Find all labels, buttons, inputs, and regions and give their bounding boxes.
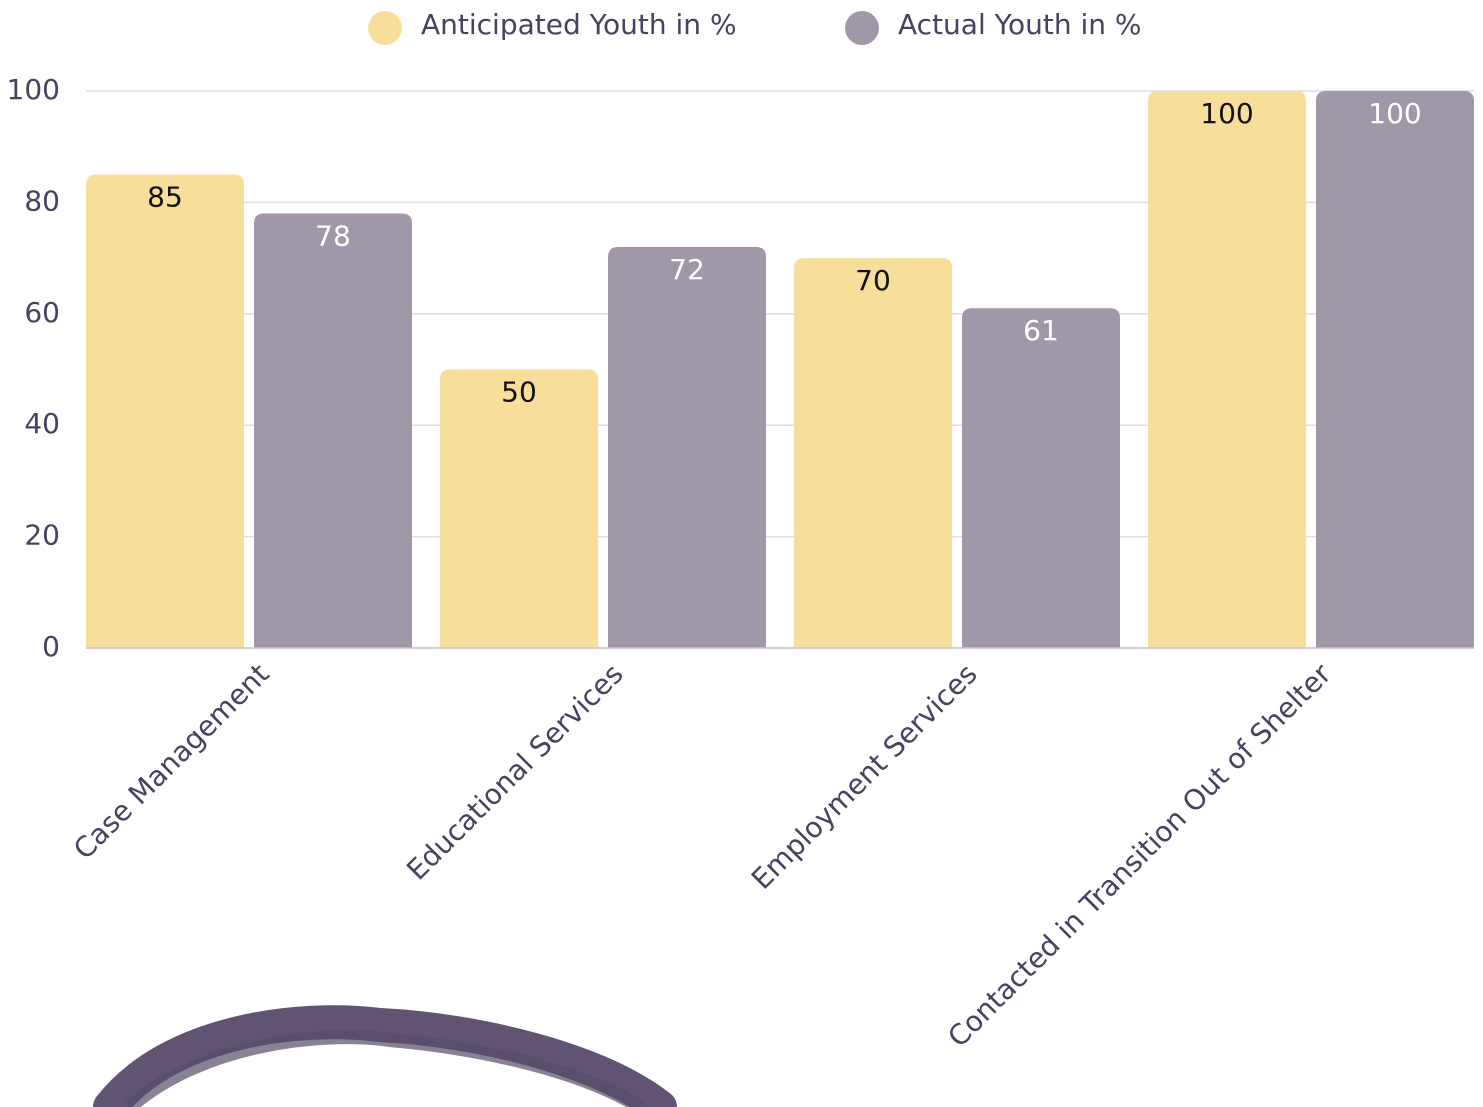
y-tick-label: 60 [24,296,60,329]
legend-label: Anticipated Youth in % [421,8,737,41]
x-tick-label: Case Management [67,657,276,866]
data-label: 100 [1200,97,1253,130]
bar [1316,91,1474,648]
data-label: 61 [1023,314,1059,347]
data-label: 100 [1368,97,1421,130]
x-tick-label: Educational Services [400,657,629,886]
y-tick-label: 100 [7,73,60,106]
legend-label: Actual Youth in % [898,8,1142,41]
bar [608,246,766,648]
bar [962,308,1120,648]
x-tick-label: Employment Services [745,657,984,896]
bar [86,174,244,649]
bar [1148,91,1306,648]
data-label: 50 [501,376,537,409]
decoration [93,1005,677,1107]
bar [254,213,412,649]
y-tick-label: 0 [42,630,60,663]
bar [794,258,952,648]
y-tick-label: 20 [24,519,60,552]
legend-marker [845,11,879,45]
legend-marker [368,11,402,45]
data-label: 72 [669,253,705,286]
y-tick-label: 40 [24,407,60,440]
data-label: 78 [315,220,351,253]
bar [440,369,598,648]
y-tick-label: 80 [24,184,60,217]
data-label: 70 [855,264,891,297]
x-tick-label: Contacted in Transition Out of Shelter [941,657,1338,1054]
data-label: 85 [147,181,183,214]
